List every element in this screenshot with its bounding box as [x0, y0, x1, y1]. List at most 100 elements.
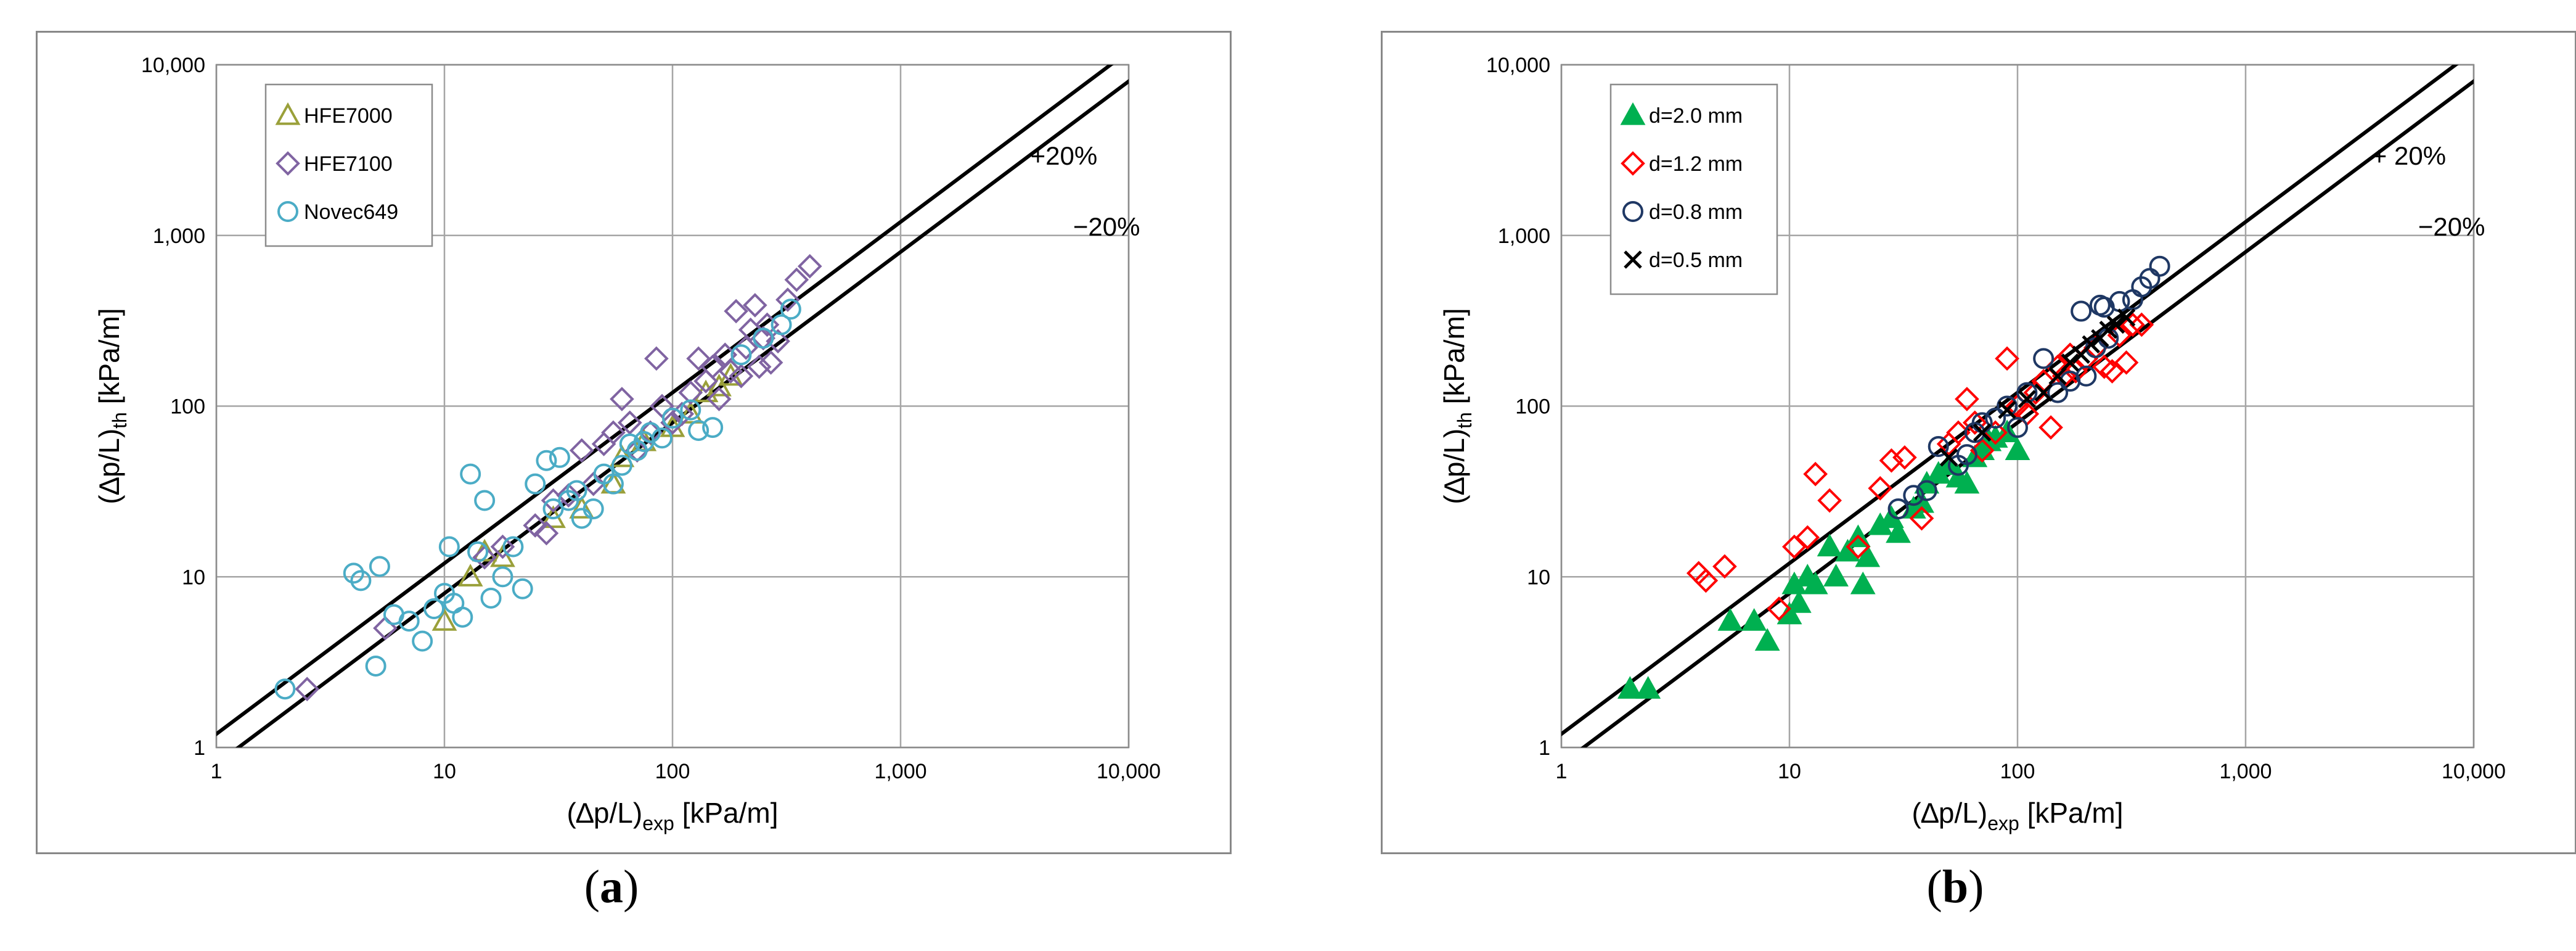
data-point [2016, 382, 2038, 403]
data-point [534, 521, 559, 546]
data-point [775, 287, 800, 312]
data-point [2082, 335, 2100, 354]
data-point [452, 606, 473, 628]
y-tick-label: 10 [182, 566, 205, 589]
data-point [2075, 365, 2097, 387]
data-point [480, 587, 502, 609]
data-point [525, 473, 546, 495]
data-point [1767, 596, 1791, 621]
data-point [1954, 471, 1980, 494]
data-point [1846, 534, 1871, 559]
data-point [706, 387, 732, 411]
data-point [797, 253, 822, 279]
data-point [1969, 438, 1995, 463]
data-point [1879, 448, 1904, 473]
data-point [743, 293, 767, 318]
data-point [2061, 353, 2080, 372]
data-point [2149, 255, 2170, 277]
caption-b: (b) [1926, 861, 1984, 913]
legend-label: d=1.2 mm [1649, 152, 1743, 176]
data-point [746, 354, 772, 379]
data-point [652, 427, 673, 449]
x-tick-label: 1 [211, 760, 223, 783]
data-point [619, 433, 640, 455]
series [295, 253, 822, 702]
band-line [1580, 79, 2474, 747]
x-tick-label: 10,000 [2442, 760, 2506, 783]
data-point [1939, 448, 1958, 467]
data-point [1868, 476, 1893, 501]
data-point [617, 410, 642, 435]
data-point [1817, 533, 1842, 557]
legend-marker [1624, 250, 1642, 269]
data-point [1995, 346, 2019, 371]
data-point [502, 536, 524, 558]
data-point [640, 422, 661, 443]
legend: HFE7000 HFE7100 Novec649 [264, 83, 433, 247]
data-point [611, 455, 632, 476]
data-point [1887, 498, 1909, 520]
data-point [734, 335, 759, 360]
data-point [369, 556, 390, 577]
data-point [274, 678, 296, 700]
series [274, 298, 801, 700]
data-point [295, 677, 320, 702]
y-tick-label: 10,000 [141, 54, 205, 77]
data-point [2107, 323, 2132, 348]
data-point [523, 513, 548, 538]
legend-marker [1620, 102, 1646, 125]
data-point [1786, 590, 1812, 613]
legend-label: HFE7000 [304, 104, 393, 128]
data-point [650, 393, 674, 419]
data-point [1795, 525, 1820, 550]
data-point [1928, 435, 1949, 457]
data-point [780, 298, 801, 320]
data-point [1962, 410, 1987, 435]
data-point [662, 408, 683, 429]
data-point [2005, 437, 2030, 460]
band-lines [216, 65, 1129, 747]
y-tick-label: 1 [194, 736, 205, 760]
y-tick-label: 100 [1515, 395, 1550, 419]
data-point [2007, 417, 2028, 438]
y-tick-label: 10,000 [1486, 54, 1550, 77]
data-point [1855, 544, 1881, 567]
data-point [2117, 308, 2136, 327]
data-point [1803, 461, 1828, 487]
data-point [1916, 480, 1937, 501]
data-point [556, 483, 581, 508]
data-point [1850, 571, 1876, 595]
chart-panel-a: 1 10 100 1,000 10,000 1 10 100 1,000 10,000 (∆p/L)… [36, 31, 1232, 854]
data-point [398, 611, 420, 632]
data-point [1985, 408, 2006, 429]
data-point [2071, 300, 2092, 322]
data-point [412, 630, 433, 652]
data-point [1717, 607, 1743, 631]
data-point [688, 419, 709, 441]
data-point [2114, 350, 2139, 375]
data-point [1973, 423, 1992, 442]
data-point [730, 344, 752, 366]
data-point [1955, 387, 1979, 411]
data-point [1998, 400, 2016, 419]
data-point [490, 544, 515, 567]
plot-area [1560, 64, 2475, 749]
data-point [2034, 383, 2053, 402]
data-point [1802, 571, 1828, 595]
band-label-minus: −20% [2418, 212, 2485, 241]
data-point [1886, 520, 1911, 543]
data-point [1686, 561, 1711, 586]
legend-marker [1622, 201, 1643, 222]
chart-panel-b: 1 10 100 1,000 10,000 1 10 100 1,000 10,000 (∆p/L)… [1381, 31, 2576, 854]
data-point [678, 380, 703, 405]
data-point [771, 314, 792, 336]
data-point [431, 607, 457, 631]
data-point [569, 496, 595, 519]
data-point [754, 312, 780, 337]
legend-label: d=2.0 mm [1649, 104, 1743, 128]
y-axis-label: (∆p/L)th [kPa/m] [1438, 308, 1476, 504]
x-tick-label: 1,000 [874, 760, 926, 783]
data-point [2018, 390, 2037, 408]
data-point [2106, 315, 2125, 334]
data-point [1693, 568, 1719, 593]
